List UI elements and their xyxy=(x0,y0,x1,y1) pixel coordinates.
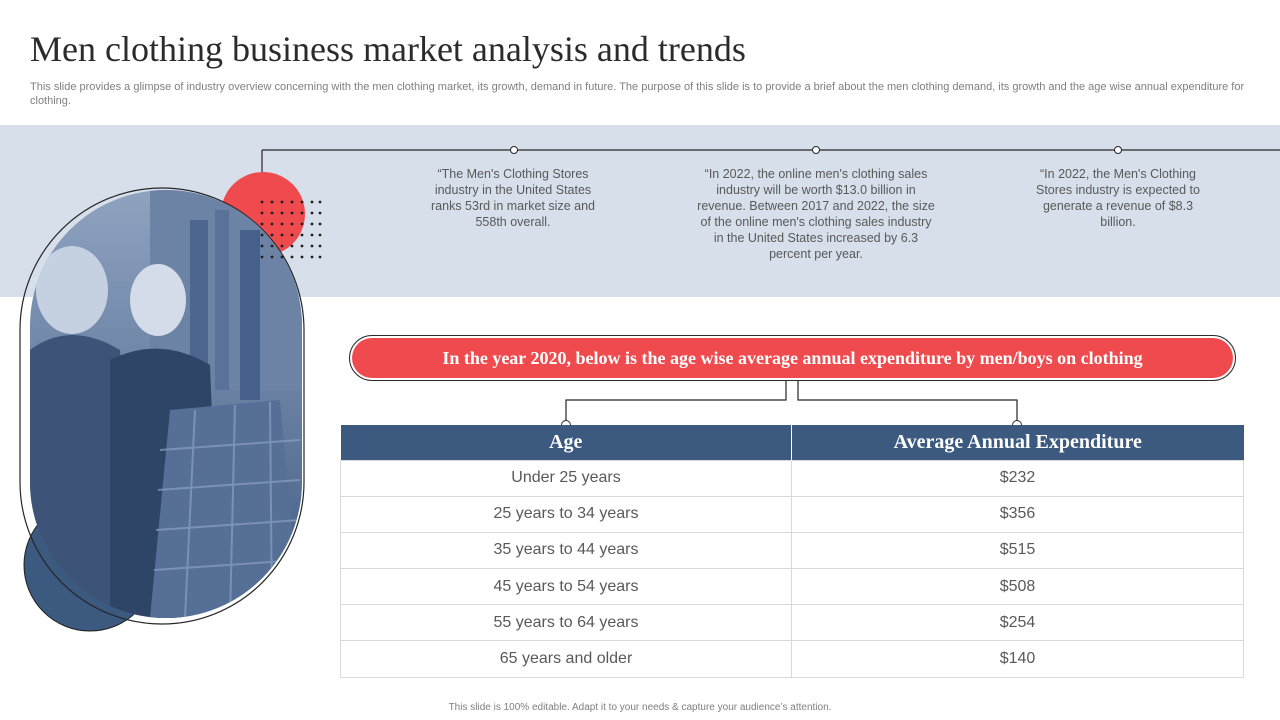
cell-age: 45 years to 54 years xyxy=(340,568,792,606)
table-row: Under 25 years $232 xyxy=(340,459,1244,497)
expenditure-table: Age Average Annual Expenditure Under 25 … xyxy=(340,425,1244,678)
cell-expenditure: $508 xyxy=(791,568,1244,606)
slide-subtitle: This slide provides a glimpse of industr… xyxy=(30,81,1245,107)
cell-age: Under 25 years xyxy=(340,459,792,497)
cell-age: 55 years to 64 years xyxy=(340,604,792,642)
table-row: 55 years to 64 years $254 xyxy=(340,604,1244,642)
stat-market-rank: “The Men's Clothing Stores industry in t… xyxy=(431,167,595,229)
men-shopping-clothes-photo xyxy=(0,160,340,640)
table-row: 35 years to 44 years $515 xyxy=(340,531,1244,570)
table-row: 25 years to 34 years $356 xyxy=(340,495,1244,533)
cell-age: 65 years and older xyxy=(340,640,792,678)
table-row: 45 years to 54 years $508 xyxy=(340,568,1244,606)
cell-expenditure: $356 xyxy=(791,495,1244,533)
cell-expenditure: $515 xyxy=(791,531,1244,570)
cell-expenditure: $254 xyxy=(791,604,1244,642)
table-header-row: Age Average Annual Expenditure xyxy=(340,425,1244,460)
cell-expenditure: $140 xyxy=(791,640,1244,678)
slide-title: Men clothing business market analysis an… xyxy=(30,29,746,69)
stat-revenue: “In 2022, the Men's Clothing Stores indu… xyxy=(1036,167,1200,229)
expenditure-banner: In the year 2020, below is the age wise … xyxy=(349,335,1236,381)
banner-text: In the year 2020, below is the age wise … xyxy=(352,338,1233,378)
header-expenditure: Average Annual Expenditure xyxy=(791,425,1244,460)
cell-age: 25 years to 34 years xyxy=(340,495,792,533)
table-row: 65 years and older $140 xyxy=(340,640,1244,678)
slide-footer: This slide is 100% editable. Adapt it to… xyxy=(448,702,832,713)
header-age: Age xyxy=(340,425,792,460)
cell-age: 35 years to 44 years xyxy=(340,531,792,570)
cell-expenditure: $232 xyxy=(791,459,1244,497)
stat-online-sales: “In 2022, the online men's clothing sale… xyxy=(697,167,935,261)
